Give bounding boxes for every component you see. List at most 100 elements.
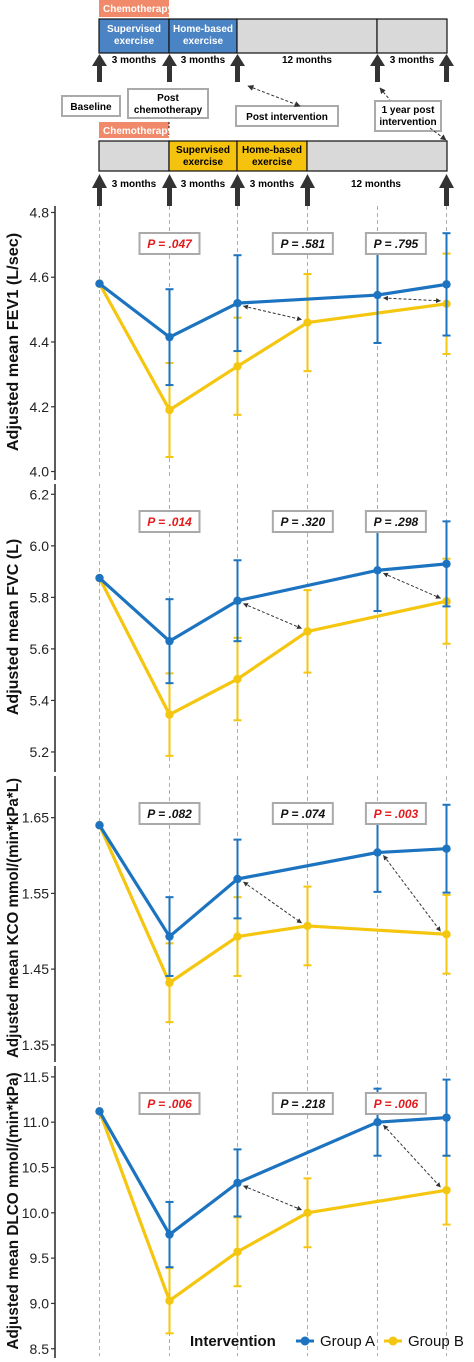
data-point-group-a (233, 874, 242, 884)
data-point-group-a (165, 1230, 174, 1239)
data-point-group-a (95, 821, 104, 830)
p-value-label: P = .082 (147, 807, 192, 821)
series-line-group-a (98, 562, 447, 643)
y-tick-label: 6.2 (30, 486, 50, 502)
post-chemo-label: Post chemotherapy (134, 93, 203, 116)
y-tick-label: 6.0 (30, 538, 50, 554)
bottom-milestone-arrows (92, 174, 454, 206)
baseline-label: Baseline (70, 102, 112, 113)
data-point-group-b (165, 1296, 174, 1305)
bottom-duration-4: 12 months (351, 179, 401, 190)
data-point-group-b (233, 674, 242, 684)
legend-group-b-marker (388, 1336, 398, 1346)
top-duration-1: 3 months (112, 55, 157, 66)
p-value-label: P = .581 (281, 237, 326, 251)
comparison-arrow (383, 1124, 441, 1188)
bottom-supervised-box (168, 140, 238, 172)
comparison-arrow (243, 304, 302, 321)
legend-group-b-label: Group B (408, 1333, 464, 1350)
p-value-box (138, 510, 201, 533)
y-tick-label: 1.55 (22, 885, 49, 901)
data-point-group-a (373, 1117, 382, 1127)
panel-1: 4.0 4.2 4.4 4.6 4.8 Adjusted mean FEV1 (L/sec… (5, 204, 451, 480)
data-point-group-b (233, 362, 242, 371)
timeline: Chemotherapy Supervised exercise Home-bas… (61, 0, 454, 206)
one-year-callout (374, 100, 442, 132)
comparison-arrow (383, 572, 441, 599)
bottom-supervised-label: Supervised exercise (176, 145, 230, 168)
bottom-12m-box (306, 140, 448, 172)
y-tick-label: 1.45 (22, 961, 49, 977)
series-line-group-b (98, 577, 447, 717)
p-value-box (364, 1092, 427, 1115)
y-tick-label: 1.35 (22, 1037, 49, 1053)
data-point-group-a (233, 1178, 242, 1188)
series-line-group-b (98, 824, 447, 985)
y-tick-label: 4.0 (30, 464, 50, 480)
data-point-group-b (303, 1208, 312, 1218)
top-duration-2: 3 months (181, 55, 226, 66)
data-point-group-a (442, 559, 451, 569)
data-point-group-a (165, 932, 174, 941)
panel-2: 5.2 5.4 5.6 5.8 6.0 6.2 Adjusted mean FVC (L) P… (5, 484, 451, 772)
y-tick-label: 9.5 (30, 1250, 50, 1266)
bottom-duration-2: 3 months (181, 179, 226, 190)
p-value-box (364, 802, 427, 825)
p-value-box (364, 232, 427, 255)
y-tick-label: 5.6 (30, 641, 50, 657)
data-point-group-a (233, 298, 242, 308)
y-axis-label: Adjusted mean FVC (L) (5, 539, 22, 715)
comparison-arrow (383, 855, 441, 932)
data-point-group-b (442, 1185, 451, 1195)
comparison-arrow (243, 603, 302, 629)
top-chemo-box (99, 0, 169, 17)
baseline-callout (61, 95, 121, 117)
bottom-chemo-label: Chemotherapy (103, 126, 173, 137)
y-tick-label: 8.5 (30, 1341, 50, 1357)
top-duration-4: 3 months (390, 55, 435, 66)
comparison-arrow (383, 295, 441, 304)
y-tick-label: 5.4 (30, 692, 50, 708)
data-point-group-b (165, 710, 174, 719)
data-point-group-b (303, 627, 312, 636)
one-year-connector-b (429, 127, 447, 141)
data-point-group-b (165, 405, 174, 415)
bottom-chemo-box (99, 122, 169, 138)
y-tick-label: 5.2 (30, 744, 50, 760)
one-year-connector-a (379, 87, 391, 101)
data-point-group-b (165, 978, 174, 987)
y-tick-label: 11.0 (23, 1114, 49, 1130)
data-point-group-a (442, 1113, 451, 1122)
data-point-group-a (165, 332, 174, 342)
data-point-group-a (165, 636, 174, 646)
data-point-group-a (95, 1107, 104, 1116)
y-tick-label: 1.65 (22, 810, 49, 826)
y-tick-label: 10.5 (22, 1160, 49, 1176)
p-value-label: P = .074 (281, 807, 326, 821)
data-point-group-a (95, 573, 104, 583)
top-home-box (168, 18, 238, 54)
data-point-group-b (303, 318, 312, 327)
p-value-label: P = .218 (281, 1097, 326, 1111)
data-point-group-a (373, 848, 382, 857)
p-value-box (271, 510, 334, 533)
legend-title: Intervention (190, 1333, 276, 1350)
p-value-label: P = .047 (147, 237, 193, 251)
y-tick-label: 4.6 (30, 269, 50, 285)
data-point-group-a (233, 596, 242, 605)
data-point-group-b (233, 1247, 242, 1256)
data-point-group-a (442, 844, 451, 853)
post-chemo-callout (127, 88, 209, 119)
p-value-label: P = .014 (147, 515, 192, 529)
top-3m-box (376, 18, 448, 54)
p-value-label: P = .298 (374, 515, 419, 529)
p-value-label: P = .006 (374, 1097, 419, 1111)
y-axis-label: Adjusted mean FEV1 (L/sec) (5, 233, 22, 451)
y-tick-label: 4.4 (30, 334, 50, 350)
top-chemo-label: Chemotherapy (103, 4, 173, 15)
comparison-arrow (243, 1185, 302, 1211)
series-line-group-a (98, 824, 447, 939)
